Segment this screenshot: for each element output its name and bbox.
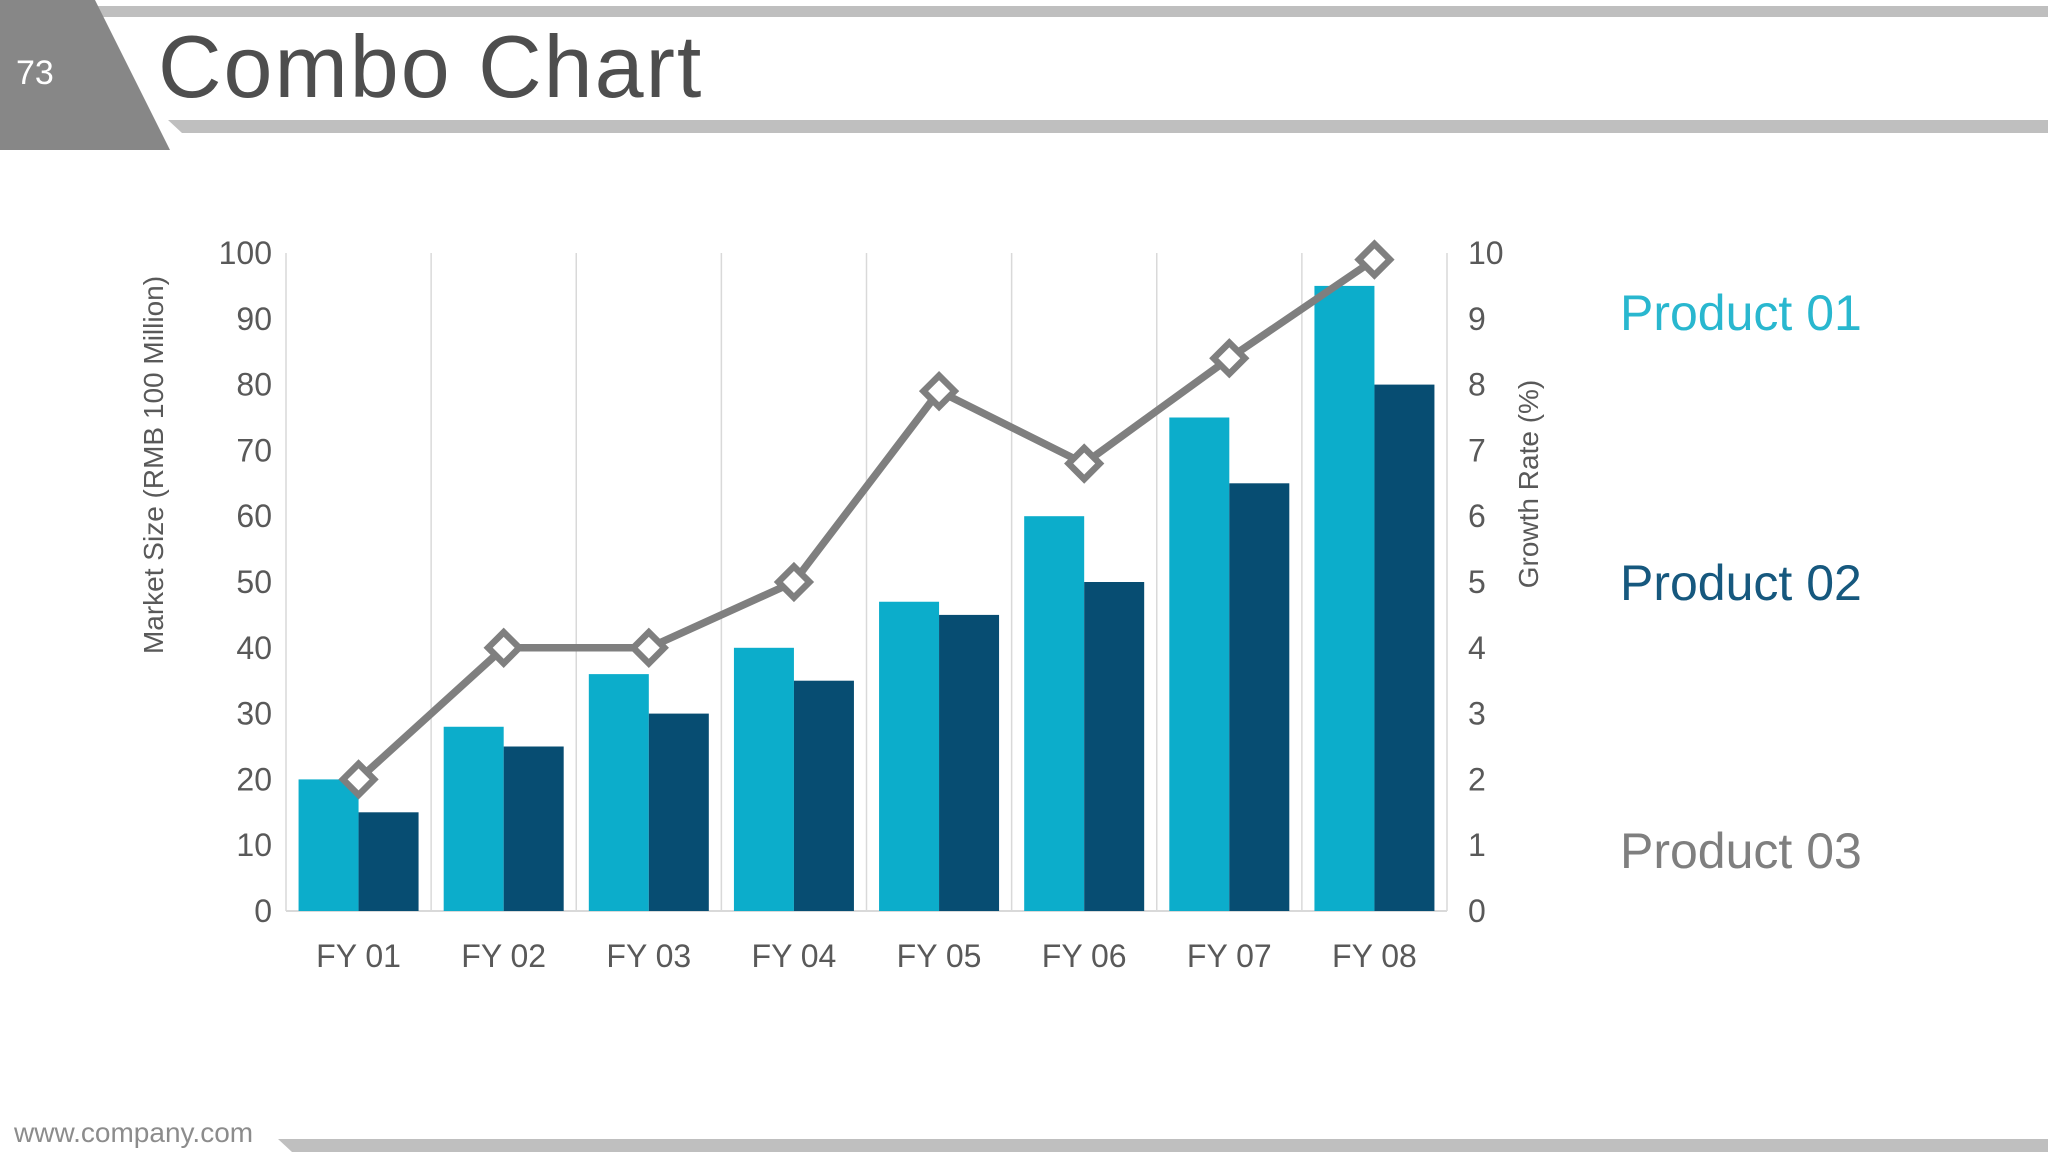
x-tick-fy-04: FY 04: [752, 938, 837, 974]
left-tick-80: 80: [236, 367, 272, 403]
right-tick-3: 3: [1468, 696, 1486, 732]
left-tick-40: 40: [236, 630, 272, 666]
right-axis-title: Growth Rate (%): [1513, 380, 1544, 589]
legend-item-product-02: Product 02: [1620, 555, 1862, 611]
bar-product-01-fy-02: [443, 726, 504, 911]
x-tick-fy-05: FY 05: [897, 938, 982, 974]
left-tick-50: 50: [236, 564, 272, 600]
right-tick-9: 9: [1468, 301, 1486, 337]
bar-product-01-fy-03: [588, 674, 649, 911]
right-tick-4: 4: [1468, 630, 1486, 666]
bar-product-02-fy-03: [648, 713, 709, 911]
left-tick-60: 60: [236, 498, 272, 534]
left-tick-90: 90: [236, 301, 272, 337]
header-top-stripe: [24, 6, 2048, 17]
x-tick-fy-02: FY 02: [461, 938, 546, 974]
x-tick-fy-03: FY 03: [606, 938, 691, 974]
legend-item-product-01: Product 01: [1620, 285, 1862, 341]
legend-item-product-03: Product 03: [1620, 823, 1862, 879]
right-tick-2: 2: [1468, 761, 1486, 797]
right-tick-0: 0: [1468, 893, 1486, 929]
right-tick-1: 1: [1468, 827, 1486, 863]
diamond-marker-fy-08: [1354, 239, 1395, 280]
diamond-marker-fy-03: [628, 627, 669, 668]
diamond-marker-fy-05: [918, 371, 960, 412]
line-product-03: [356, 256, 1377, 783]
diamond-marker-fy-02: [483, 627, 524, 668]
bar-product-02-fy-08: [1374, 384, 1435, 912]
bar-product-02-fy-01: [358, 812, 419, 911]
diamond-marker-fy-07: [1209, 338, 1250, 379]
bar-product-02-fy-02: [503, 746, 564, 911]
right-tick-5: 5: [1468, 564, 1486, 600]
bar-product-01-fy-05: [879, 601, 940, 911]
x-tick-fy-06: FY 06: [1042, 938, 1127, 974]
left-tick-20: 20: [236, 761, 272, 797]
bar-product-02-fy-06: [1084, 582, 1145, 911]
left-axis-title: Market Size (RMB 100 Million): [138, 276, 169, 654]
bar-product-01-fy-06: [1024, 516, 1085, 911]
left-tick-100: 100: [219, 235, 272, 271]
footer-url: www.company.com: [14, 1117, 254, 1148]
page-title: Combo Chart: [158, 17, 704, 116]
bar-product-02-fy-07: [1229, 483, 1290, 911]
bar-product-01-fy-01: [298, 779, 359, 911]
x-tick-fy-01: FY 01: [316, 938, 401, 974]
right-tick-8: 8: [1468, 367, 1486, 403]
x-tick-fy-08: FY 08: [1332, 938, 1417, 974]
diamond-marker-fy-01: [338, 759, 379, 800]
x-tick-fy-07: FY 07: [1187, 938, 1272, 974]
right-tick-10: 10: [1468, 235, 1504, 271]
bar-product-02-fy-05: [939, 614, 1000, 911]
footer-stripe: [278, 1139, 2048, 1152]
left-tick-0: 0: [254, 893, 272, 929]
right-tick-6: 6: [1468, 498, 1486, 534]
left-tick-70: 70: [236, 432, 272, 468]
left-tick-30: 30: [236, 696, 272, 732]
header-bottom-stripe: [168, 120, 2048, 133]
bar-product-01-fy-07: [1169, 417, 1230, 911]
page-number: 73: [16, 54, 54, 92]
bar-product-01-fy-04: [733, 647, 794, 911]
diamond-marker-fy-06: [1064, 443, 1105, 484]
bar-product-01-fy-08: [1314, 285, 1375, 911]
right-tick-7: 7: [1468, 432, 1486, 468]
bar-product-02-fy-04: [793, 680, 854, 911]
diamond-marker-fy-04: [773, 561, 815, 603]
left-tick-10: 10: [236, 827, 272, 863]
